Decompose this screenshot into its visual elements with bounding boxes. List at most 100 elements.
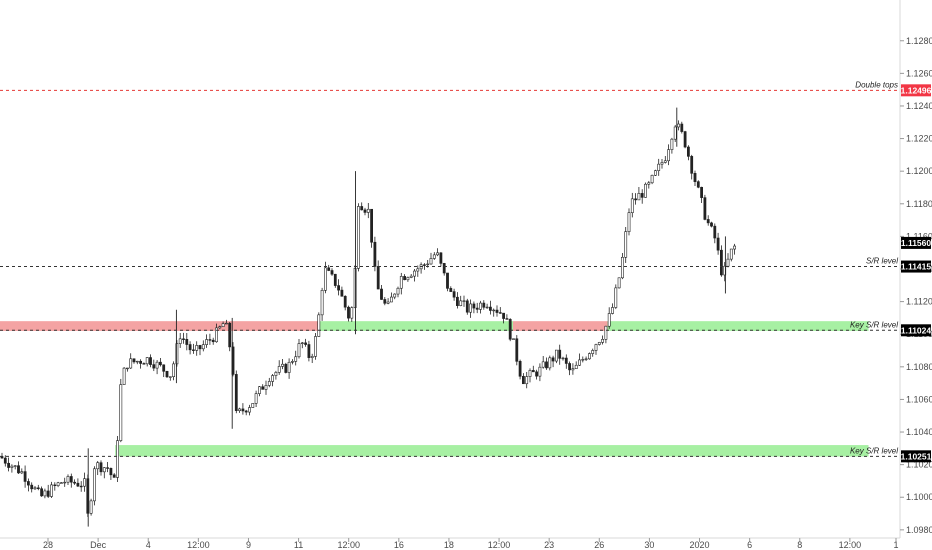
candle-body bbox=[192, 349, 195, 351]
candle-body bbox=[297, 343, 301, 358]
time-tick-label: 28 bbox=[43, 540, 53, 550]
candle-body bbox=[96, 462, 100, 470]
candle-body bbox=[3, 457, 7, 464]
zone-band bbox=[319, 321, 513, 331]
candle-body bbox=[26, 481, 30, 486]
candle-body bbox=[617, 277, 621, 289]
candle-body bbox=[538, 366, 542, 377]
price-tick-label: 1.12800 bbox=[906, 36, 932, 46]
zones-layer bbox=[0, 321, 869, 457]
candle-body bbox=[422, 264, 426, 266]
price-tick-label: 1.12200 bbox=[906, 134, 932, 144]
candle-body bbox=[126, 367, 129, 370]
candle-body bbox=[376, 266, 380, 290]
candle-body bbox=[59, 482, 63, 484]
candle-body bbox=[254, 393, 258, 404]
candle-body bbox=[706, 219, 710, 224]
candle-body bbox=[528, 370, 532, 377]
price-tick-label: 1.11600 bbox=[906, 231, 932, 241]
candle-body bbox=[551, 357, 555, 362]
candle-body bbox=[389, 296, 393, 303]
candle-body bbox=[112, 474, 116, 478]
candle-body bbox=[234, 374, 238, 411]
price-tick-label: 1.11200 bbox=[906, 297, 932, 307]
candle-body bbox=[700, 186, 704, 198]
candle-body bbox=[686, 146, 690, 157]
candle-body bbox=[611, 307, 614, 314]
candle-body bbox=[541, 361, 545, 368]
candle-body bbox=[290, 361, 294, 363]
candle-body bbox=[53, 484, 57, 487]
candle-body bbox=[574, 364, 578, 370]
time-tick-label: 12:00 bbox=[488, 540, 511, 550]
candle-body bbox=[347, 306, 350, 319]
level-label: Double tops bbox=[855, 80, 898, 89]
candle-body bbox=[122, 367, 126, 385]
time-axis[interactable]: 28 Dec 4 12:00 9 11 12:00 16 18 12:00 23 26 30 2020 6 8… bbox=[43, 538, 899, 550]
candle-body bbox=[614, 287, 618, 308]
candle-body bbox=[439, 252, 443, 264]
candle-body bbox=[584, 358, 588, 360]
candle-body bbox=[320, 289, 324, 316]
candle-body bbox=[185, 338, 189, 345]
candle-body bbox=[403, 276, 407, 281]
price-tick-label: 1.10200 bbox=[906, 460, 932, 470]
candle-body bbox=[479, 302, 482, 310]
candle-body bbox=[512, 338, 515, 340]
candle-body bbox=[17, 465, 20, 474]
candle-body bbox=[634, 198, 638, 201]
levels-layer: Double tops S/R level Key S/R level Key S/R… bbox=[0, 80, 900, 457]
candle-body bbox=[637, 193, 641, 201]
candle-body bbox=[604, 325, 608, 340]
candle-body bbox=[594, 344, 598, 351]
candle-body bbox=[601, 339, 605, 343]
candle-body bbox=[178, 338, 182, 344]
candle-body bbox=[446, 272, 449, 289]
candle-body bbox=[337, 285, 341, 291]
candle-body bbox=[300, 342, 304, 344]
candle-body bbox=[683, 131, 687, 148]
candle-body bbox=[442, 263, 446, 274]
candle-body bbox=[525, 376, 529, 385]
candle-body bbox=[663, 160, 667, 163]
candle-body bbox=[310, 356, 314, 358]
candle-body bbox=[208, 339, 212, 341]
candle-body bbox=[485, 306, 489, 309]
candle-body bbox=[294, 356, 298, 362]
time-tick-label: 23 bbox=[544, 540, 554, 550]
candle-body bbox=[650, 174, 654, 184]
price-tag-value: 1.11024 bbox=[901, 325, 932, 335]
candle-body bbox=[693, 173, 697, 182]
candle-body bbox=[218, 326, 222, 329]
candle-body bbox=[323, 267, 327, 291]
candle-body bbox=[366, 208, 370, 213]
candle-body bbox=[205, 339, 209, 345]
candle-body bbox=[660, 162, 664, 165]
candle-body bbox=[317, 314, 321, 337]
candle-body bbox=[370, 208, 374, 243]
candle-body bbox=[73, 481, 77, 484]
price-tick-label: 1.10800 bbox=[906, 362, 932, 372]
candle-body bbox=[343, 295, 347, 308]
price-tick-label: 1.10600 bbox=[906, 394, 932, 404]
level-label: S/R level bbox=[866, 257, 898, 266]
time-tick-label: 8 bbox=[797, 540, 802, 550]
candle-body bbox=[472, 303, 476, 309]
candle-body bbox=[416, 268, 420, 272]
candle-body bbox=[624, 231, 628, 258]
candle-body bbox=[462, 300, 466, 302]
candle-body bbox=[79, 485, 83, 488]
price-axis[interactable]: 1.09800 1.10000 1.10200 1.10400 1.10600 1.108… bbox=[900, 36, 932, 535]
candle-body bbox=[521, 375, 525, 385]
candle-body bbox=[172, 363, 176, 377]
price-tick-label: 1.10400 bbox=[906, 427, 932, 437]
candle-body bbox=[7, 462, 11, 468]
candle-body bbox=[505, 318, 509, 320]
candle-body bbox=[20, 471, 24, 474]
candle-body bbox=[713, 225, 717, 239]
candle-body bbox=[673, 126, 677, 140]
candle-body bbox=[304, 342, 308, 345]
candle-body bbox=[159, 361, 162, 366]
candle-body bbox=[56, 482, 60, 487]
